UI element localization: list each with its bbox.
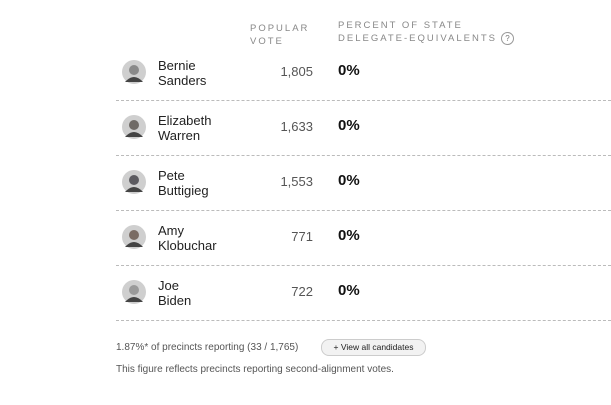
- popular-vote: 1,553: [280, 174, 313, 189]
- last-name: Klobuchar: [158, 238, 217, 253]
- header-text: DELEGATE-EQUIVALENTS: [338, 33, 497, 45]
- footnote: This figure reflects precincts reporting…: [116, 364, 394, 375]
- last-name: Sanders: [158, 73, 207, 88]
- header-line: DELEGATE-EQUIVALENTS?: [338, 32, 514, 45]
- first-name: Elizabeth: [158, 113, 212, 128]
- avatar: [122, 170, 146, 194]
- popular-vote: 1,805: [280, 64, 313, 79]
- delegate-percent: 0%: [338, 227, 360, 244]
- first-name: Joe: [158, 278, 179, 293]
- first-name: Amy: [158, 223, 184, 238]
- avatar-image: [122, 115, 146, 139]
- candidate-name: Bernie Sanders: [158, 58, 206, 88]
- reporting-text: 1.87%* of precincts reporting (33 / 1,76…: [116, 342, 299, 353]
- table-row: Pete Buttigieg 1,553 0%: [116, 155, 611, 211]
- table-row: Joe Biden 722 0%: [116, 265, 611, 321]
- delegate-percent: 0%: [338, 172, 360, 189]
- header-line: POPULAR: [250, 23, 310, 34]
- avatar: [122, 225, 146, 249]
- avatar: [122, 115, 146, 139]
- last-name: Warren: [158, 128, 201, 143]
- header-line: PERCENT OF STATE: [338, 20, 463, 31]
- avatar: [122, 60, 146, 84]
- candidate-name: Joe Biden: [158, 278, 191, 308]
- candidate-name: Pete Buttigieg: [158, 168, 209, 198]
- popular-vote: 771: [291, 229, 313, 244]
- help-icon[interactable]: ?: [500, 32, 514, 45]
- delegate-percent: 0%: [338, 117, 360, 134]
- avatar-image: [122, 225, 146, 249]
- avatar-image: [122, 280, 146, 304]
- last-name: Buttigieg: [158, 183, 209, 198]
- candidate-name: Elizabeth Warren: [158, 113, 211, 143]
- table-row: Bernie Sanders 1,805 0%: [116, 45, 611, 101]
- avatar-image: [122, 170, 146, 194]
- candidate-name: Amy Klobuchar: [158, 223, 217, 253]
- delegate-percent: 0%: [338, 62, 360, 79]
- last-name: Biden: [158, 293, 192, 308]
- header-line: VOTE: [250, 36, 284, 47]
- delegate-percent: 0%: [338, 282, 360, 299]
- avatar-image: [122, 60, 146, 84]
- popular-vote: 1,633: [280, 119, 313, 134]
- avatar: [122, 280, 146, 304]
- popular-vote-header: POPULAR VOTE: [250, 22, 309, 48]
- percent-header: PERCENT OF STATE DELEGATE-EQUIVALENTS?: [338, 19, 514, 45]
- view-all-button[interactable]: + View all candidates: [321, 339, 426, 356]
- popular-vote: 722: [291, 284, 313, 299]
- first-name: Pete: [158, 168, 185, 183]
- table-row: Elizabeth Warren 1,633 0%: [116, 100, 611, 156]
- first-name: Bernie: [158, 58, 196, 73]
- table-row: Amy Klobuchar 771 0%: [116, 210, 611, 266]
